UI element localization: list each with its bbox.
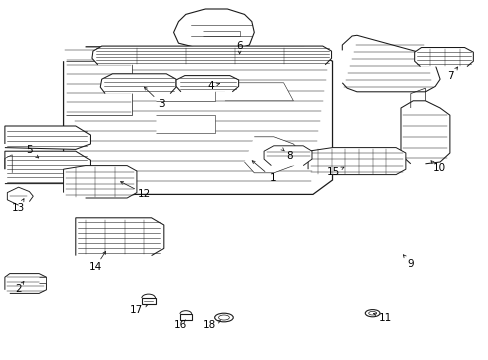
Polygon shape (414, 48, 472, 67)
Polygon shape (264, 146, 311, 166)
Text: 4: 4 (207, 81, 214, 91)
Text: 10: 10 (432, 163, 445, 174)
Polygon shape (142, 298, 155, 304)
Text: 3: 3 (158, 99, 164, 109)
Text: 14: 14 (88, 262, 102, 272)
Polygon shape (5, 151, 90, 184)
Polygon shape (156, 83, 215, 101)
Text: 12: 12 (137, 189, 151, 199)
Polygon shape (76, 218, 163, 256)
Polygon shape (5, 126, 90, 149)
Polygon shape (63, 47, 332, 194)
Text: 5: 5 (26, 145, 33, 156)
Polygon shape (5, 274, 46, 293)
Polygon shape (400, 101, 449, 164)
Text: 1: 1 (269, 173, 276, 183)
Text: 2: 2 (15, 284, 22, 294)
Text: 11: 11 (378, 312, 391, 323)
Polygon shape (63, 166, 137, 198)
Polygon shape (180, 314, 191, 320)
Text: 9: 9 (407, 258, 413, 269)
Text: 13: 13 (12, 203, 25, 213)
Text: 6: 6 (236, 41, 243, 51)
Polygon shape (244, 137, 303, 173)
Polygon shape (224, 83, 293, 101)
Text: 15: 15 (326, 167, 340, 177)
Polygon shape (176, 76, 238, 92)
Polygon shape (156, 115, 215, 133)
Polygon shape (173, 9, 254, 50)
Text: 17: 17 (129, 305, 142, 315)
Text: 7: 7 (447, 71, 453, 81)
Ellipse shape (214, 313, 233, 322)
Ellipse shape (365, 310, 379, 317)
Polygon shape (307, 148, 405, 175)
Polygon shape (100, 74, 176, 94)
Text: 18: 18 (202, 320, 216, 330)
Text: 16: 16 (173, 320, 186, 330)
Polygon shape (66, 61, 132, 115)
Polygon shape (92, 46, 331, 65)
Polygon shape (39, 277, 46, 283)
Text: 8: 8 (286, 151, 293, 161)
Polygon shape (342, 35, 439, 92)
